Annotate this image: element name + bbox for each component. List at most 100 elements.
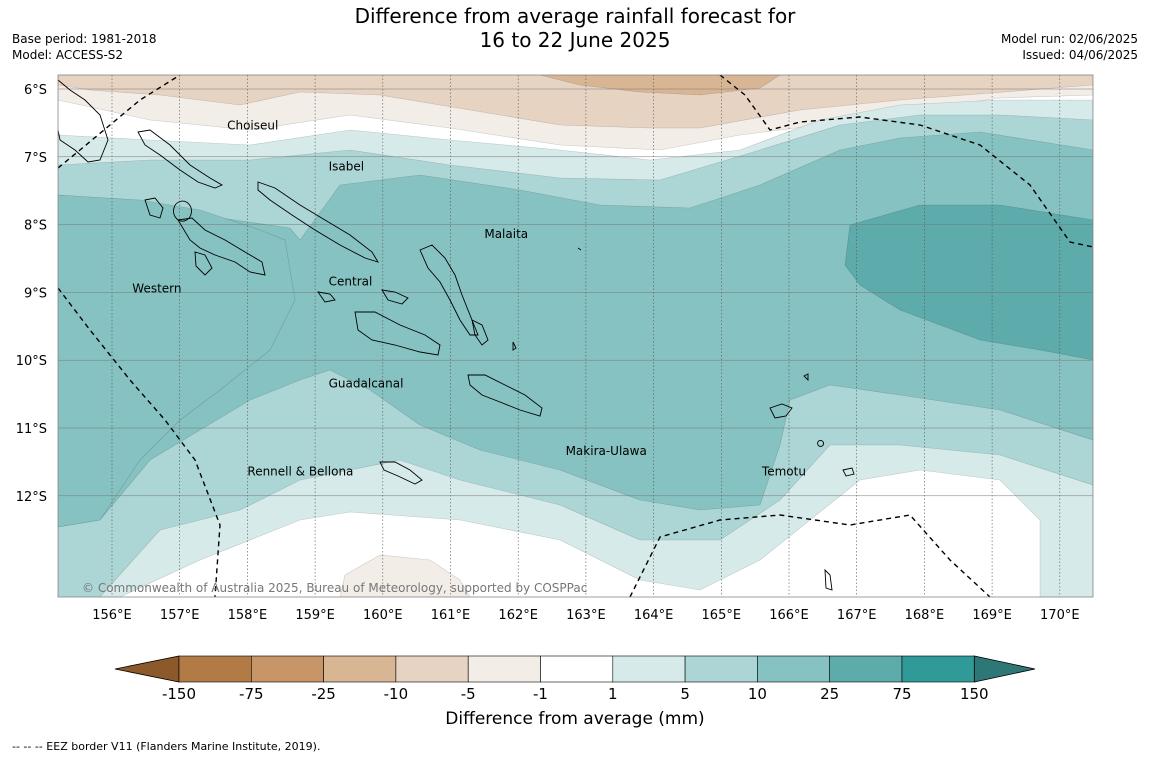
colorbar-segment	[684, 655, 758, 683]
map-title-line2: 16 to 22 June 2025	[479, 28, 671, 52]
colorbar-segment	[395, 655, 469, 683]
latitude-label: 7°S	[24, 151, 47, 166]
island-small-malaita	[471, 319, 489, 346]
islands	[58, 79, 855, 591]
colorbar-segment	[467, 655, 541, 683]
colorbar-title: Difference from average (mm)	[445, 709, 705, 729]
island-santa-cruz	[769, 403, 793, 419]
issued-date: Issued: 04/06/2025	[1022, 48, 1138, 62]
island-florida	[381, 289, 409, 305]
longitude-label: 161°E	[431, 608, 471, 623]
latitude-label: 12°S	[16, 490, 47, 505]
latitude-label: 11°S	[16, 422, 47, 437]
colorbar-tick-label: 25	[820, 685, 839, 703]
footnote-eez: -- -- -- EEZ border V11 (Flanders Marine…	[12, 740, 321, 753]
colorbar-tick-label: 150	[960, 685, 989, 703]
eez-line-south	[629, 514, 991, 597]
island-isabel	[257, 181, 379, 263]
island-new-georgia	[177, 217, 266, 276]
colorbar-segment	[757, 655, 831, 683]
longitude-label: 165°E	[702, 608, 742, 623]
longitude-label: 164°E	[634, 608, 674, 623]
island-sikaiana	[512, 341, 517, 351]
place-label: Choiseul	[227, 119, 278, 133]
map-title-line1: Difference from average rainfall forecas…	[354, 4, 796, 28]
colorbar-segment	[612, 655, 686, 683]
longitude-label: 166°E	[769, 608, 809, 623]
place-label: Guadalcanal	[329, 376, 404, 390]
longitude-label: 168°E	[905, 608, 945, 623]
island-vella	[144, 197, 164, 219]
latitude-label: 9°S	[24, 286, 47, 301]
place-label: Temotu	[761, 464, 806, 478]
colorbar-segment	[901, 655, 975, 683]
eez-line-north-west	[58, 75, 181, 169]
island-makira	[467, 374, 543, 417]
zone-teal-4	[844, 204, 1093, 361]
colorbar-extend-right	[973, 655, 1036, 683]
eez-line-west	[58, 287, 221, 597]
colorbar-tick-label: -10	[384, 685, 409, 703]
colorbar-segment	[178, 655, 252, 683]
island-choiseul	[137, 129, 223, 189]
longitude-label: 157°E	[160, 608, 200, 623]
place-label: Western	[132, 281, 181, 295]
latitude-labels: 6°S 7°S 8°S 9°S 10°S 11°S 12°S	[16, 83, 47, 505]
island-rennell	[379, 461, 423, 485]
base-period: Base period: 1981-2018	[12, 32, 157, 46]
colorbar: -150 -75 -25 -10 -5 -1 1 5 10 25 75 150	[114, 655, 1036, 703]
colorbar-extend-left	[114, 655, 180, 683]
colorbar-segment	[323, 655, 397, 683]
longitude-label: 163°E	[566, 608, 606, 623]
place-label: Makira-Ulawa	[566, 444, 647, 458]
latitude-label: 6°S	[24, 83, 47, 98]
place-label: Isabel	[329, 159, 364, 173]
colorbar-tick-label: 10	[748, 685, 767, 703]
island-russell	[317, 291, 336, 303]
longitude-label: 156°E	[92, 608, 132, 623]
longitude-label: 169°E	[972, 608, 1012, 623]
island-vanuatu-north	[824, 568, 833, 591]
longitude-label: 160°E	[363, 608, 403, 623]
island-bougainville	[58, 79, 109, 163]
place-label: Central	[329, 275, 373, 289]
colorbar-tick-label: -5	[461, 685, 476, 703]
place-label: Rennell & Bellona	[247, 464, 353, 478]
eez-line-north	[719, 75, 1093, 248]
meta-left: Base period: 1981-2018 Model: ACCESS-S2	[12, 31, 157, 63]
colorbar-segment	[251, 655, 324, 683]
longitude-label: 167°E	[837, 608, 877, 623]
rainfall-anomaly-map	[58, 75, 1093, 597]
colorbar-tick-label: 5	[680, 685, 690, 703]
island-kolombangara	[173, 200, 192, 222]
map-frame	[57, 74, 1094, 598]
colorbar-tick-label: -1	[533, 685, 548, 703]
eez-borders	[58, 75, 1093, 597]
zone-brown-north	[539, 75, 781, 96]
zone-tan-north	[58, 75, 1093, 129]
longitude-label: 159°E	[295, 608, 335, 623]
longitude-label: 162°E	[498, 608, 538, 623]
colorbar-tick-label: -150	[162, 685, 196, 703]
copyright-notice: © Commonwealth of Australia 2025, Bureau…	[82, 581, 587, 595]
colorbar-tick-label: -25	[311, 685, 336, 703]
longitude-label: 158°E	[228, 608, 268, 623]
island-tikopia	[842, 467, 855, 477]
colorbar-segment	[829, 655, 903, 683]
model-run: Model run: 02/06/2025	[1000, 32, 1138, 46]
place-label: Malaita	[484, 227, 528, 241]
island-malaita	[419, 244, 479, 336]
colorbar-tick-label: 1	[608, 685, 618, 703]
colorbar-tick-label: 75	[892, 685, 911, 703]
latitude-label: 10°S	[16, 354, 47, 369]
island-rendova	[194, 251, 213, 276]
island-ontong	[577, 247, 582, 251]
island-reef	[803, 373, 809, 382]
colorbar-tick-label: -75	[239, 685, 264, 703]
grid-lines	[58, 75, 1093, 597]
latitude-label: 8°S	[24, 219, 47, 234]
zone-teal-3-west	[58, 194, 296, 528]
zone-cream-south	[339, 554, 471, 597]
colorbar-segment	[540, 655, 614, 683]
